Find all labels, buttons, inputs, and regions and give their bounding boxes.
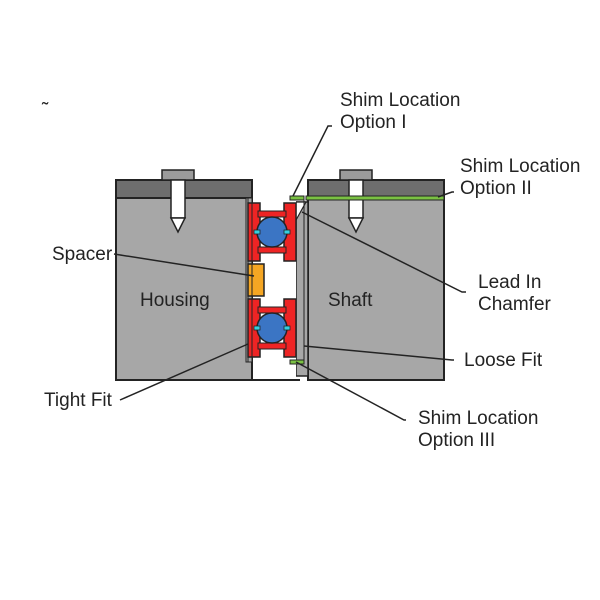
shim-option-2	[306, 196, 444, 200]
label-shim3: Shim LocationOption III	[418, 408, 538, 451]
label-leadin: Lead InChamfer	[478, 272, 552, 315]
housing-block	[116, 170, 252, 380]
label-spacer-line1: Spacer	[52, 244, 113, 265]
label-shaft: Shaft	[328, 290, 373, 311]
shim-option-1	[290, 196, 304, 200]
shaft-block	[296, 170, 444, 380]
label-housing: Housing	[140, 290, 210, 311]
label-loose: Loose Fit	[464, 350, 543, 371]
label-shim2: Shim LocationOption II	[460, 156, 580, 199]
label-shim3-line1: Shim Location	[418, 408, 538, 429]
bearing-ball-bottom	[257, 313, 287, 343]
label-tight: Tight Fit	[44, 390, 113, 411]
label-shim2-line1: Shim Location	[460, 156, 580, 177]
bearing-ball-top	[257, 217, 287, 247]
bolt-head	[162, 170, 194, 180]
label-leadin-line2: Chamfer	[478, 294, 552, 315]
label-shim2-line2: Option II	[460, 178, 532, 199]
label-shim1: Shim LocationOption I	[340, 90, 460, 133]
label-loose-line1: Loose Fit	[464, 350, 543, 371]
label-shim3-line2: Option III	[418, 430, 495, 451]
label-shim1-line1: Shim Location	[340, 90, 460, 111]
svg-text:˜: ˜	[41, 100, 49, 121]
label-spacer: Spacer	[52, 244, 113, 265]
label-leadin-line1: Lead In	[478, 272, 541, 293]
label-tight-line1: Tight Fit	[44, 390, 113, 411]
label-shim1-line2: Option I	[340, 112, 407, 133]
spacer	[248, 264, 264, 296]
